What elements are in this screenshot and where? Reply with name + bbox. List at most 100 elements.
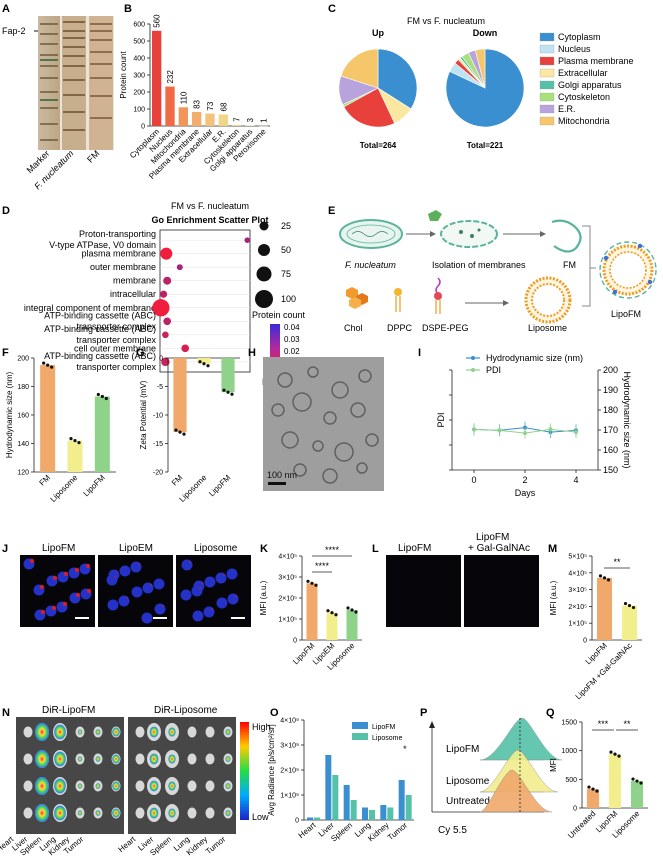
tem-image: [263, 357, 384, 491]
fap2-label: Fap-2: [2, 26, 26, 36]
o-category-2: Spleen: [329, 821, 354, 844]
bracket: [582, 225, 591, 307]
nucleus-2-6: [215, 572, 227, 584]
go-size-legend-title: Protein count: [252, 310, 306, 320]
panelG-ytick-label-3: -5: [157, 384, 163, 391]
panelF-dot-0-1: [46, 363, 50, 367]
panelF-ytick-label-4: 200: [17, 356, 29, 363]
o-legend-swatch-0: [352, 722, 368, 729]
legend-swatch-6: [539, 104, 555, 114]
pie-name-0: Up: [372, 28, 384, 38]
o-bar-1-1: [332, 775, 339, 820]
panelM-ytick-label-5: 5×10⁵: [568, 554, 587, 561]
organ-1-2-4: [205, 780, 215, 792]
p-xlabel: Cy 5.5: [438, 825, 467, 836]
i-point-1-3: [548, 427, 553, 432]
organ-signal-0-1-5: [112, 754, 120, 764]
panelK-dot-2-2: [354, 610, 358, 614]
red-signal-1-4: [150, 584, 152, 586]
red-signal-0-10: [85, 563, 91, 569]
go-term-7-a: ATP-binding cassette (ABC): [44, 324, 156, 334]
panelK-dot-1-0: [326, 609, 330, 613]
nucleus-2-1: [216, 597, 228, 609]
o-ytick-label-3: 3×10⁹: [280, 743, 299, 750]
label-lipofm: LipoFM: [611, 309, 641, 319]
organ-1-1-3: [187, 753, 197, 765]
m-sig-label-0: **: [613, 557, 621, 567]
ivis-scale-low: Low: [252, 812, 269, 822]
organ-signal-1-2-2: [168, 781, 176, 791]
micro-scalebar-0: [75, 617, 89, 619]
panel-label-l: L: [372, 543, 379, 555]
panelK-ytick-label-1: 1×10⁵: [278, 617, 297, 624]
panelG-bar-2: [221, 358, 235, 393]
pie-0-slice-7: [340, 48, 379, 89]
legend-swatch-4: [539, 80, 555, 90]
organ-1-3-3: [187, 807, 197, 819]
panel-p: P Cy 5.5 LipoFM Liposome Untreated: [420, 707, 563, 836]
lipofm-illustration: [599, 241, 657, 299]
membrane-isolation-illustration: [428, 210, 498, 248]
nucleus-1-4: [142, 582, 154, 594]
panelK-dot-0-1: [310, 581, 314, 585]
ivis-image-0: [16, 717, 124, 834]
panelQ-dot-1-0: [609, 750, 613, 754]
panelK-dot-0-2: [314, 583, 318, 587]
legend-label-2: Plasma membrane: [558, 56, 634, 66]
panel-n: N DiR-LipoFM DiR-Liposome High Low Heart…: [0, 705, 271, 856]
q-sig-label-1: **: [623, 719, 631, 729]
go-term-9-a: ATP-binding cassette (ABC): [44, 351, 156, 361]
ivis-organs: [23, 723, 233, 822]
label-liposome: Liposome: [528, 323, 567, 333]
organ-signal-1-3-1: [149, 807, 159, 819]
panel-label-e: E: [328, 205, 335, 217]
organ-1-3-4: [205, 807, 215, 819]
panel-c: C FM vs F. nucleatum Up Total=264 Down Total…: [328, 3, 634, 150]
gel-lane-marker: [38, 16, 60, 150]
organ-1-0-3: [187, 726, 197, 738]
go-point-2: [176, 264, 183, 271]
panel-label-f: F: [2, 347, 9, 359]
go-point-6: [163, 317, 172, 326]
nucleus-2-8: [203, 606, 215, 618]
i-legend-label-1: PDI: [486, 365, 501, 375]
panelB-bar-0: [152, 30, 162, 126]
o-bar-1-3: [369, 810, 375, 820]
panelB-ytick-label-3: 300: [133, 73, 145, 80]
i-ylabel: PDI: [436, 412, 446, 427]
organ-signal-0-0-4: [95, 729, 101, 735]
panelM-dot-0-1: [602, 576, 607, 580]
panelB-ylabel: Protein count: [119, 51, 128, 99]
panelB-bar-8: [258, 125, 268, 127]
organ-signal-0-3-2: [54, 805, 66, 821]
panelG-dot-0-1: [178, 430, 182, 434]
i-y2tick-label-4: 190: [603, 385, 618, 395]
panelQ-dot-0-2: [595, 789, 599, 793]
red-signal-1-2: [162, 605, 164, 607]
o-ytick-label-2: 2×10⁹: [280, 768, 299, 775]
panelG-dot-0-0: [174, 428, 178, 432]
panelM-ytick-label-0: 0: [583, 638, 587, 645]
arrow-1-head: [430, 231, 436, 237]
go-title-2: Go Enrichment Scatter Plot: [151, 215, 268, 225]
panelQ-category-0: Untreated: [566, 809, 597, 840]
panel-label-d: D: [2, 205, 10, 217]
nucleus-1-3: [119, 565, 131, 577]
i-xtick-label-2: 4: [573, 475, 578, 485]
go-term-7-b: transporter complex: [76, 335, 156, 345]
red-signal-1-0: [116, 571, 118, 573]
organ-signal-0-2-2: [54, 778, 66, 794]
legend-swatch-3: [539, 68, 555, 78]
organ-signal-0-0-3: [77, 729, 83, 735]
red-signal-0-2: [75, 592, 81, 598]
legend-label-7: Mitochondria: [558, 116, 610, 126]
nucleus-1-6: [130, 561, 142, 573]
panelB-value-label-2: 110: [179, 91, 188, 104]
panel-label-c: C: [328, 3, 336, 15]
micro-l-image-1: [464, 555, 539, 627]
nucleus-1-9: [141, 612, 153, 624]
p-y-arrow: [429, 721, 435, 728]
